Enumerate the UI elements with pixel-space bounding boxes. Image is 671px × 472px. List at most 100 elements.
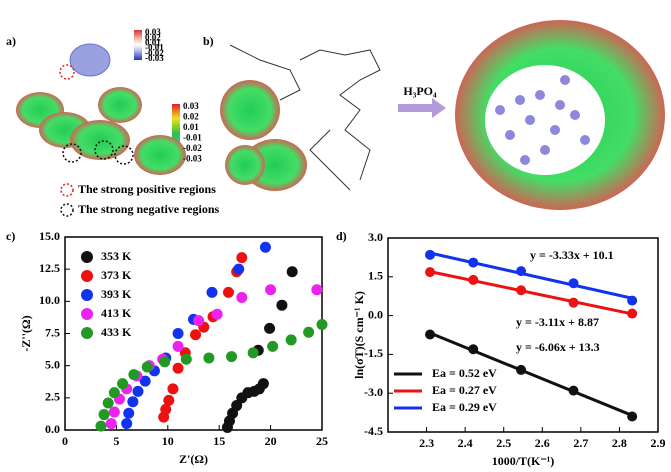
colorbar-tick: -0.02 <box>145 48 164 58</box>
fit-equation: y = -3.11x + 8.87 <box>516 315 599 329</box>
colorbar <box>134 30 142 60</box>
point <box>108 406 120 418</box>
reaction-arrow <box>398 98 446 118</box>
x-tick-label: 2.9 <box>651 436 666 450</box>
panel-label: d) <box>336 229 347 243</box>
point <box>128 369 140 381</box>
y-axis-label: ln(σT)(S cm⁻¹ K) <box>352 291 366 379</box>
y-tick-label: 10.0 <box>39 293 60 307</box>
y-tick-label: 12.5 <box>39 261 60 275</box>
point <box>236 252 248 264</box>
point <box>257 378 269 390</box>
colorbar-tick: -0.01 <box>183 133 202 143</box>
negative-marker <box>94 140 114 160</box>
point <box>121 418 133 430</box>
point <box>172 328 184 339</box>
point <box>425 249 436 260</box>
y-tick-label: -3.0 <box>364 385 383 399</box>
point <box>108 387 120 399</box>
x-tick-label: 10 <box>162 434 174 448</box>
colorbar-tick: 0.02 <box>145 32 161 42</box>
legend-label: 433 K <box>101 325 132 339</box>
point <box>132 385 144 397</box>
point <box>276 299 288 311</box>
x-axis-label: Z'(Ω) <box>179 452 208 466</box>
point <box>117 378 129 390</box>
legend-label: Ea = 0.52 eV <box>432 366 497 380</box>
legend-label: Ea = 0.27 eV <box>432 383 497 397</box>
point <box>167 383 179 395</box>
negative-marker <box>62 143 82 163</box>
point <box>285 334 297 346</box>
molecular-illustrations <box>16 20 665 217</box>
reagent: H₃PO₄ <box>403 84 437 98</box>
legend-swatch <box>81 327 93 339</box>
point <box>468 344 479 355</box>
y-tick-label: -4.5 <box>364 424 383 438</box>
point <box>211 308 223 320</box>
colorbar-tick: -0.02 <box>183 143 202 153</box>
x-tick-label: 2.7 <box>573 436 588 450</box>
point <box>102 397 114 409</box>
legend-label: 393 K <box>101 287 132 301</box>
x-tick-label: 2.4 <box>458 436 473 450</box>
y-tick-label: 15.0 <box>39 229 60 243</box>
point <box>190 329 202 341</box>
point <box>627 295 638 306</box>
point <box>311 284 323 296</box>
y-tick-label: 0.0 <box>368 307 383 321</box>
point <box>172 340 184 352</box>
point <box>627 308 638 319</box>
point <box>226 351 238 363</box>
point <box>468 257 479 268</box>
panel-label: a) <box>6 34 16 48</box>
point <box>627 411 638 422</box>
y-tick-label: 3.0 <box>368 230 383 244</box>
colorbar-tick: 0.03 <box>145 27 161 37</box>
x-axis-label: 1000/T(K⁻¹) <box>492 454 555 468</box>
polymer-surface <box>16 87 186 175</box>
x-tick-label: 2.3 <box>419 436 434 450</box>
x-tick-label: 20 <box>265 434 277 448</box>
y-tick-label: 1.5 <box>368 269 383 283</box>
point <box>316 318 328 330</box>
point <box>160 403 172 415</box>
legend-swatch <box>81 270 93 282</box>
point <box>568 385 579 396</box>
legend-swatch <box>81 308 93 320</box>
point <box>265 284 277 296</box>
point <box>231 400 243 412</box>
point <box>159 356 171 368</box>
legend-label: 353 K <box>101 249 132 263</box>
legend-marker <box>60 203 74 217</box>
colorbar-tick: -0.01 <box>145 43 164 53</box>
point <box>203 352 215 364</box>
point <box>425 329 436 340</box>
point <box>568 278 579 289</box>
point <box>141 361 153 373</box>
point <box>163 394 175 406</box>
point <box>247 347 259 359</box>
colorbar-tick: 0.01 <box>183 122 199 132</box>
y-tick-label: 0.0 <box>45 422 60 436</box>
fit-line <box>429 270 633 316</box>
point <box>516 266 527 277</box>
colorbar <box>172 104 180 162</box>
point <box>267 340 279 352</box>
chemical-structure <box>229 44 381 191</box>
region-legend: The strong positive regions <box>78 182 216 196</box>
x-tick-label: 0 <box>62 434 68 448</box>
y-tick-label: 2.5 <box>45 390 60 404</box>
x-tick-label: 5 <box>113 434 119 448</box>
point <box>303 326 315 338</box>
legend-swatch <box>81 289 93 301</box>
point <box>95 420 107 432</box>
y-tick-label: 7.5 <box>45 325 60 339</box>
x-tick-label: 2.6 <box>535 436 550 450</box>
point <box>259 241 271 253</box>
molecule-surface <box>69 43 111 77</box>
legend-label: 413 K <box>101 306 132 320</box>
point <box>468 274 479 285</box>
legend-label: 373 K <box>101 268 132 282</box>
point <box>193 315 205 327</box>
